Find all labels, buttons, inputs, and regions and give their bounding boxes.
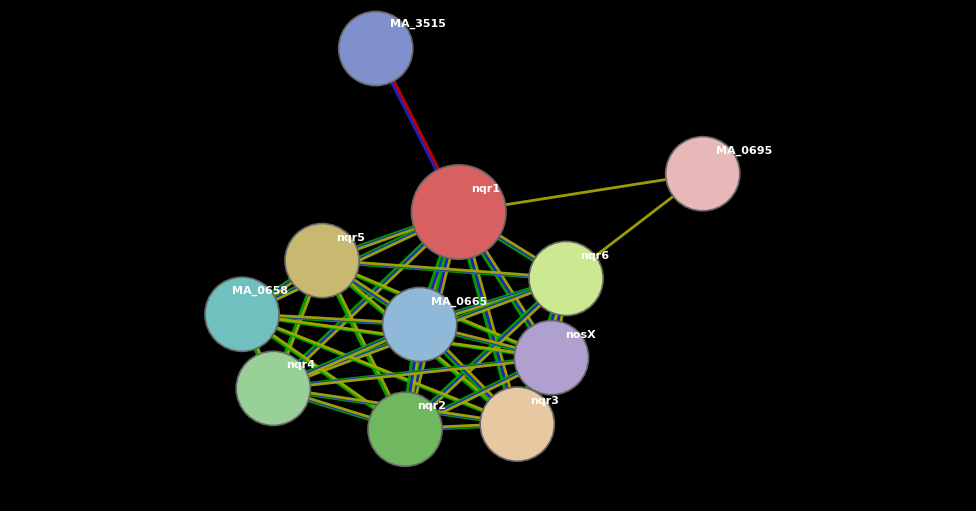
Text: nqr6: nqr6 bbox=[580, 250, 609, 261]
Ellipse shape bbox=[514, 320, 589, 395]
Ellipse shape bbox=[412, 165, 506, 259]
Ellipse shape bbox=[480, 387, 554, 461]
Ellipse shape bbox=[339, 11, 413, 86]
Ellipse shape bbox=[383, 287, 457, 362]
Text: nosX: nosX bbox=[565, 330, 596, 340]
Text: nqr5: nqr5 bbox=[336, 233, 365, 243]
Text: nqr4: nqr4 bbox=[286, 360, 315, 370]
Ellipse shape bbox=[236, 351, 310, 426]
Text: MA_0665: MA_0665 bbox=[431, 296, 488, 307]
Text: MA_3515: MA_3515 bbox=[390, 19, 446, 29]
Ellipse shape bbox=[205, 277, 279, 352]
Ellipse shape bbox=[666, 136, 740, 211]
Ellipse shape bbox=[285, 223, 359, 298]
Ellipse shape bbox=[529, 241, 603, 316]
Text: MA_0658: MA_0658 bbox=[232, 286, 289, 296]
Ellipse shape bbox=[368, 392, 442, 467]
Text: nqr3: nqr3 bbox=[530, 396, 559, 406]
Text: nqr2: nqr2 bbox=[417, 401, 446, 411]
Text: MA_0695: MA_0695 bbox=[716, 146, 773, 156]
Text: nqr1: nqr1 bbox=[471, 184, 501, 194]
